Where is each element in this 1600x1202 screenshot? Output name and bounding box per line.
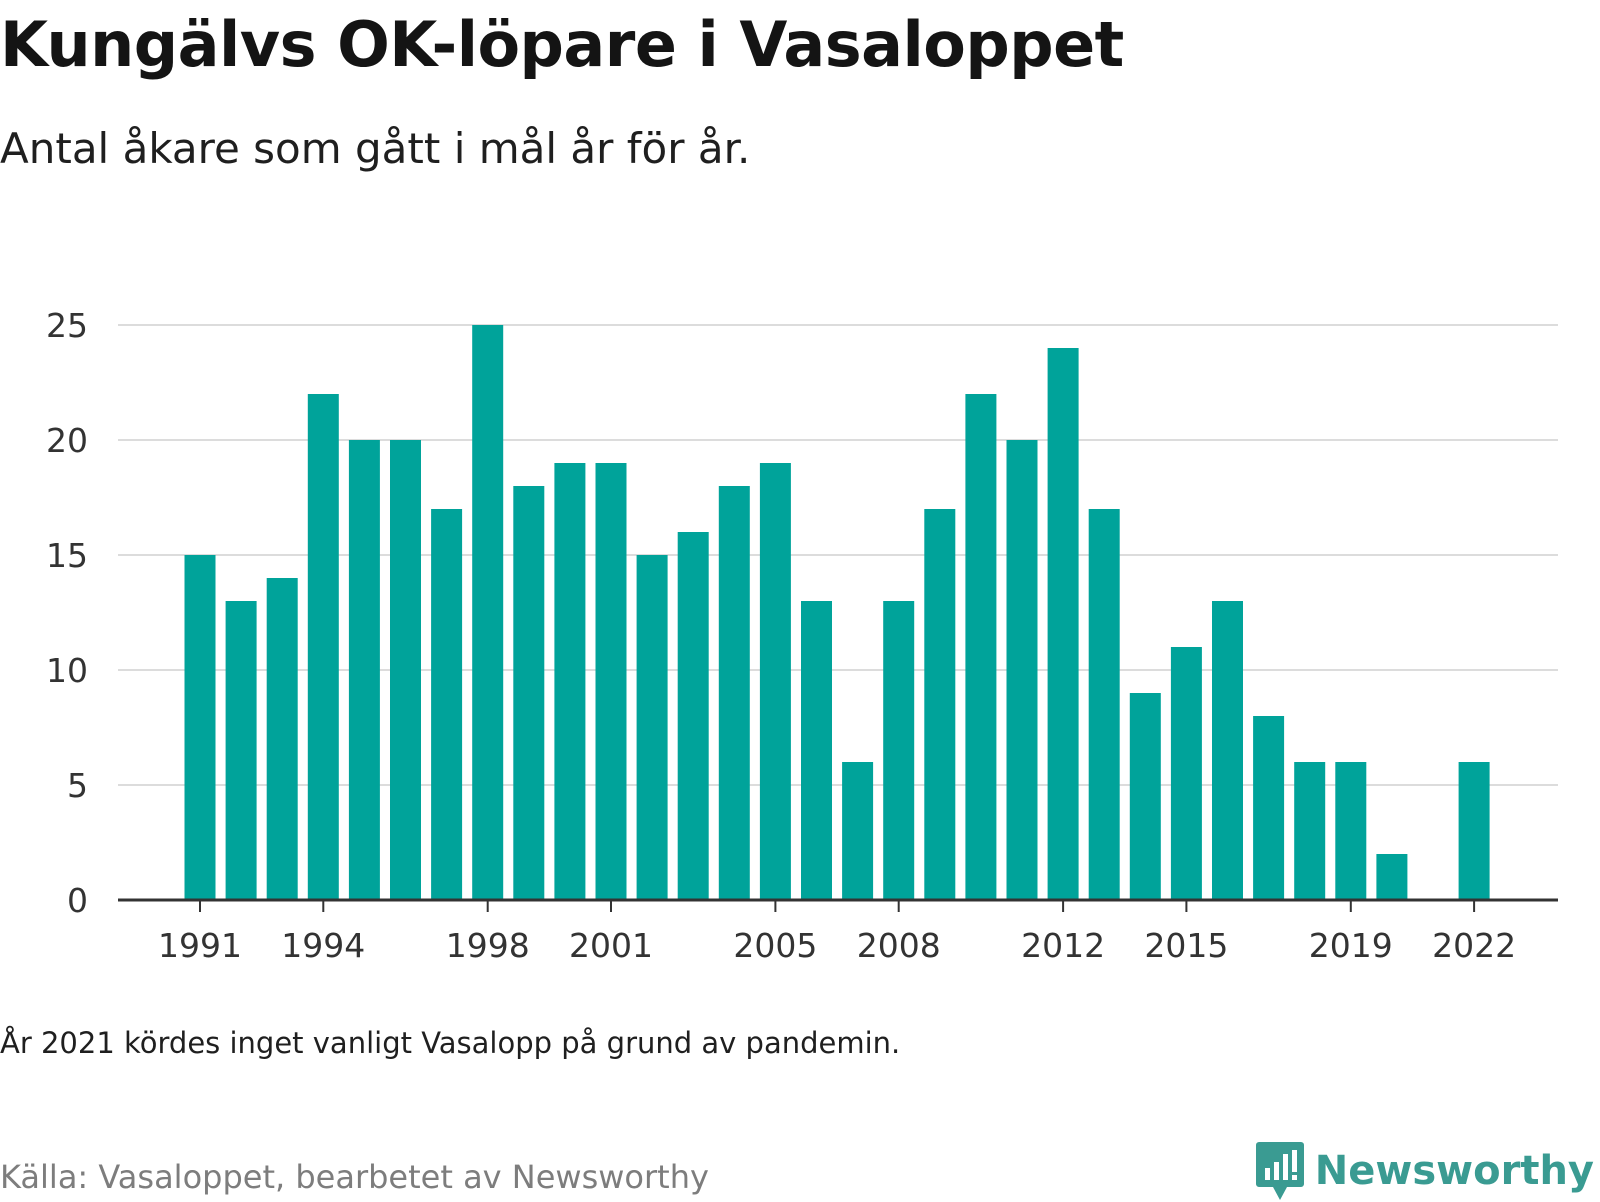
bar-1992 [225, 601, 257, 900]
bar-2020 [1376, 854, 1408, 900]
bar-2004 [718, 486, 750, 900]
bar-1998 [472, 325, 504, 900]
bar-1996 [390, 440, 421, 900]
bar-2003 [677, 532, 709, 900]
y-tick-label-10: 10 [46, 651, 88, 690]
y-tick-label-15: 15 [46, 536, 88, 575]
bar-2017 [1253, 716, 1285, 900]
bar-2007 [842, 762, 874, 900]
bar-2022 [1458, 762, 1490, 900]
bar-1994 [307, 394, 339, 900]
x-tick-label-2001: 2001 [569, 926, 653, 965]
bar-2008 [883, 601, 915, 900]
x-tick-label-2022: 2022 [1432, 926, 1516, 965]
chart-note: År 2021 kördes inget vanligt Vasalopp på… [0, 1026, 901, 1060]
x-tick-label-2008: 2008 [857, 926, 941, 965]
bar-2000 [554, 463, 586, 900]
bar-2005 [759, 463, 791, 900]
x-tick-label-1998: 1998 [446, 926, 530, 965]
y-tick-label-5: 5 [67, 766, 88, 805]
y-axis-ticks: 0 5 10 15 20 25 [46, 306, 88, 920]
newsworthy-logo: Newsworthy [1255, 1140, 1594, 1202]
bar-chart-bubble-icon [1255, 1142, 1304, 1200]
bar-1999 [513, 486, 545, 900]
bar-2010 [965, 394, 997, 900]
x-tick-label-1994: 1994 [281, 926, 365, 965]
bar-2016 [1212, 601, 1243, 900]
chart-title: Kungälvs OK-löpare i Vasaloppet [0, 8, 1124, 81]
bar-2015 [1170, 647, 1202, 900]
bar-1995 [348, 440, 380, 900]
y-tick-label-25: 25 [46, 306, 88, 345]
bar-2006 [801, 601, 832, 900]
bar-2018 [1294, 762, 1326, 900]
bar-chart: 0 5 10 15 20 25 1991 1994 1998 2001 2005 2008 2012 2… [46, 306, 1558, 965]
x-axis-ticks: 1991 1994 1998 2001 2005 2008 2012 2015 2019 2022 [158, 900, 1516, 965]
x-tick-label-2005: 2005 [733, 926, 817, 965]
bar-1991 [184, 555, 216, 900]
bars [184, 325, 1490, 900]
source-text: Källa: Vasaloppet, bearbetet av Newswort… [0, 1158, 709, 1196]
logo-text: Newsworthy [1314, 1148, 1594, 1194]
bar-2009 [924, 509, 956, 900]
bar-2014 [1129, 693, 1161, 900]
x-tick-label-2019: 2019 [1309, 926, 1393, 965]
bar-2011 [1006, 440, 1038, 900]
y-tick-label-20: 20 [46, 421, 88, 460]
bar-2013 [1088, 509, 1120, 900]
y-tick-label-0: 0 [67, 881, 88, 920]
x-tick-label-2015: 2015 [1144, 926, 1228, 965]
x-tick-label-2012: 2012 [1021, 926, 1105, 965]
bar-2002 [636, 555, 668, 900]
bar-2012 [1047, 348, 1079, 900]
bar-2001 [595, 463, 627, 900]
bar-2019 [1335, 762, 1367, 900]
bar-1993 [266, 578, 298, 900]
x-tick-label-1991: 1991 [158, 926, 242, 965]
chart-subtitle: Antal åkare som gått i mål år för år. [0, 124, 751, 173]
bar-1997 [431, 509, 463, 900]
